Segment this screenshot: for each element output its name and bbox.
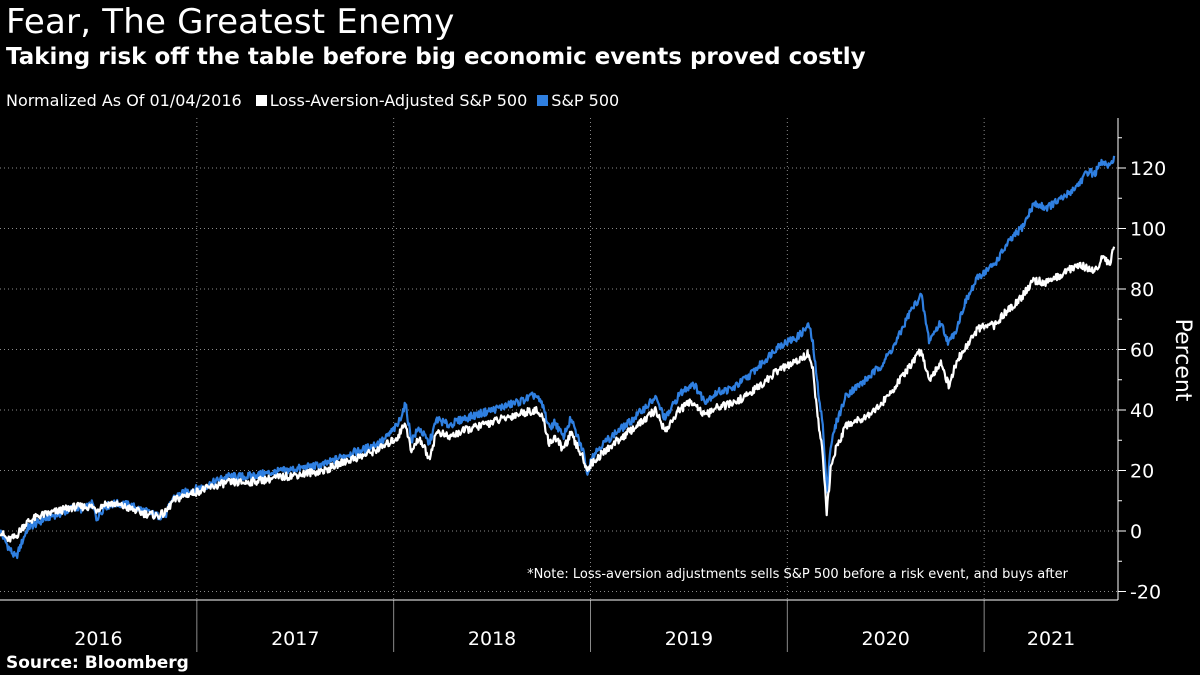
legend-swatch-sp500	[537, 95, 549, 106]
series-line-loss-aversion	[0, 246, 1116, 543]
y-axis-title: Percent	[1170, 319, 1195, 402]
legend-normalization-note: Normalized As Of 01/04/2016	[6, 91, 242, 110]
y-tick-label-3: 40	[1130, 400, 1154, 422]
chart-subtitle: Taking risk off the table before big eco…	[6, 44, 866, 70]
chart-footnote: *Note: Loss-aversion adjustments sells S…	[527, 567, 1069, 582]
y-tick-label-5: 80	[1130, 279, 1154, 301]
chart-title: Fear, The Greatest Enemy	[6, 2, 455, 42]
legend-swatch-loss-aversion	[255, 95, 267, 106]
x-tick-label-2: 2018	[468, 628, 516, 650]
gridlines	[0, 118, 1118, 600]
y-tick-label-0: -20	[1130, 582, 1161, 604]
axis-labels: -20 0 20 40 60 80 100 120 2016 2017 2018 2019 2020 20…	[74, 158, 1166, 650]
y-tick-label-4: 60	[1130, 340, 1154, 362]
axes	[0, 118, 1126, 652]
legend-item-sp500: S&P 500	[537, 91, 619, 110]
legend-label-loss-aversion: Loss-Aversion-Adjusted S&P 500	[269, 91, 528, 110]
x-tick-label-5: 2021	[1027, 628, 1075, 650]
source-credit: Source: Bloomberg	[6, 653, 189, 673]
legend: Normalized As Of 01/04/2016 Loss-Aversio…	[6, 91, 629, 110]
x-tick-label-0: 2016	[74, 628, 122, 650]
y-tick-label-7: 120	[1130, 158, 1166, 180]
x-tick-label-1: 2017	[271, 628, 319, 650]
series-line-sp500	[0, 155, 1116, 560]
legend-label-sp500: S&P 500	[551, 91, 620, 110]
y-tick-label-6: 100	[1130, 219, 1166, 241]
x-tick-label-3: 2019	[665, 628, 713, 650]
y-tick-label-1: 0	[1130, 521, 1142, 543]
x-tick-label-4: 2020	[862, 628, 910, 650]
legend-item-loss-aversion: Loss-Aversion-Adjusted S&P 500	[255, 91, 528, 110]
y-tick-label-2: 20	[1130, 461, 1154, 483]
series-lines	[0, 155, 1116, 560]
